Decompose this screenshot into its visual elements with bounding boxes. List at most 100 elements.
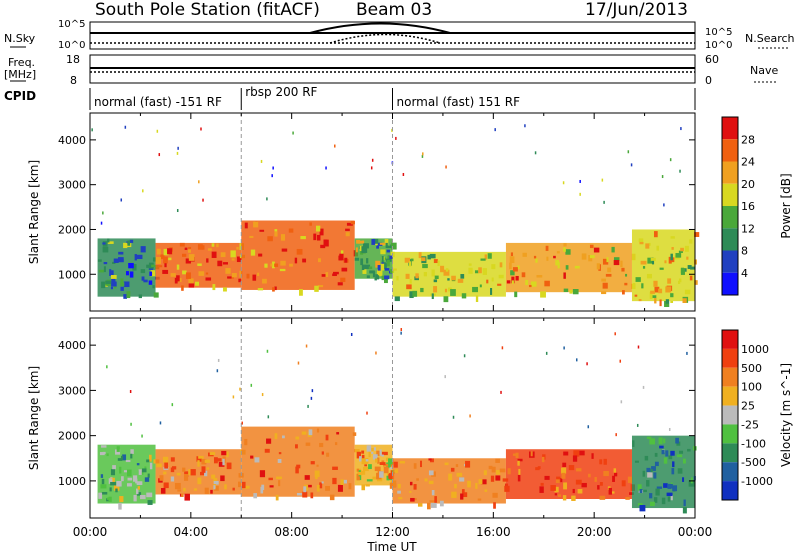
data-cell [362,466,369,472]
cpid-segment-0: normal (fast) -151 RF [89,88,222,110]
data-cell [671,468,675,475]
data-cell [659,445,664,449]
data-cell [380,263,385,271]
data-cell [319,482,323,489]
data-cell [125,271,129,276]
data-cell [205,277,212,281]
data-cell [334,442,338,446]
data-cell [250,455,254,459]
data-cell [424,478,428,482]
data-cell [533,255,537,259]
data-cell [226,451,229,458]
data-cell [306,484,312,488]
data-cell [120,455,123,460]
data-cell [310,461,315,465]
data-cell [200,471,205,476]
data-cell [110,286,114,290]
data-cell [156,129,159,133]
colorbar-frame [721,116,739,296]
data-cell [639,505,646,512]
data-cell [571,495,576,501]
data-cell [499,468,506,473]
data-cell [663,203,665,207]
data-cell [553,255,556,259]
data-cell [429,253,436,259]
data-cell [300,236,306,240]
data-cell [506,280,511,284]
data-cell [359,456,362,462]
data-cell [210,489,213,494]
data-cell [569,290,573,294]
data-cell [663,457,668,464]
data-cell [639,241,644,245]
data-cell [316,464,319,467]
data-cell [413,484,417,490]
data-cell [482,268,487,275]
data-cell [579,179,581,183]
data-cell [225,268,231,274]
data-cell [103,262,108,265]
data-cell [574,265,580,269]
data-cell [371,238,376,245]
data-cell [321,451,324,455]
data-cell [652,295,657,298]
colorbar-swatch [722,161,738,184]
data-cell [491,466,496,473]
data-cell [91,128,93,132]
data-cell [162,269,169,274]
data-cell [120,278,124,286]
xtick-label: 00:00 [678,525,713,539]
data-cell [141,276,145,281]
colorbar-label: Velocity [m s^-1] [779,363,793,467]
data-cell [602,258,609,265]
data-cell [213,485,216,490]
data-cell [135,478,138,484]
data-cell [167,248,173,255]
data-cell [254,457,260,463]
data-cell [149,454,152,462]
data-cell [396,275,399,281]
data-cell [249,235,254,238]
data-cell [545,245,549,251]
data-cell [354,257,360,261]
data-cell [421,257,426,262]
data-cell [106,453,109,457]
data-cell [325,272,329,277]
data-cell [144,477,150,482]
colorbar-tick-label: -25 [741,418,759,431]
data-cell [211,251,217,258]
data-cell [510,270,515,276]
data-cell [197,460,200,467]
data-cell [649,291,653,299]
data-cell [474,270,479,274]
data-cell [361,454,365,460]
data-cell [561,467,567,474]
data-cell [447,278,450,281]
data-cell [317,258,321,263]
data-cell [664,300,670,307]
data-cell [646,436,652,439]
data-cell [588,255,593,262]
xtick-label: 04:00 [174,525,209,539]
data-cell [319,442,324,448]
colorbar-tick-label: 20 [741,178,755,191]
data-cell [182,467,186,472]
data-cell [364,464,368,467]
data-cell [103,266,106,273]
data-cell [136,481,143,486]
data-cell [366,275,370,279]
data-cell [196,456,202,462]
data-cell [122,454,127,461]
data-cell [686,351,688,355]
colorbar-swatch [722,443,738,463]
data-cell [105,280,112,284]
xtick-label: 08:00 [274,525,309,539]
data-cell [599,495,606,500]
data-cell [658,288,663,294]
colorbar-tick-label: 12 [741,222,755,235]
data-cell [528,284,532,288]
data-cell [480,479,487,485]
data-cell [334,144,336,148]
data-cell [501,346,504,350]
